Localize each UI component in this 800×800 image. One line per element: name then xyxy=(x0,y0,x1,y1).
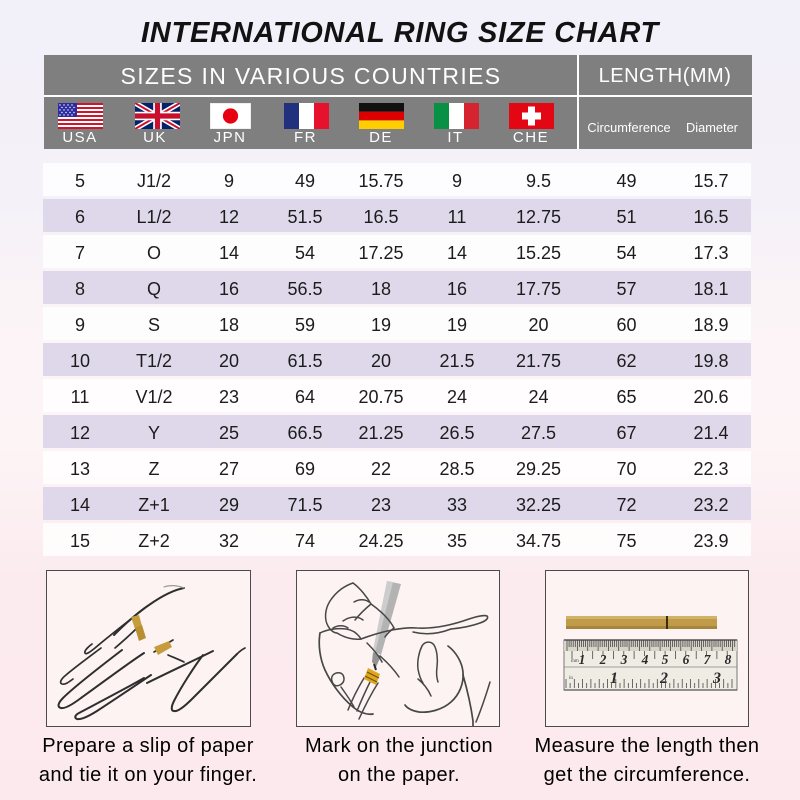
svg-text:2: 2 xyxy=(659,670,668,687)
svg-text:4: 4 xyxy=(641,652,649,667)
svg-text:5: 5 xyxy=(662,652,669,667)
svg-text:2: 2 xyxy=(599,652,607,667)
svg-text:mm: mm xyxy=(571,659,579,664)
svg-text:7: 7 xyxy=(704,652,712,667)
svg-text:in: in xyxy=(569,676,573,681)
svg-text:1: 1 xyxy=(610,670,618,687)
svg-text:1: 1 xyxy=(579,652,586,667)
svg-text:3: 3 xyxy=(620,652,628,667)
svg-text:6: 6 xyxy=(683,652,690,667)
svg-text:8: 8 xyxy=(725,652,732,667)
svg-text:3: 3 xyxy=(712,670,721,687)
